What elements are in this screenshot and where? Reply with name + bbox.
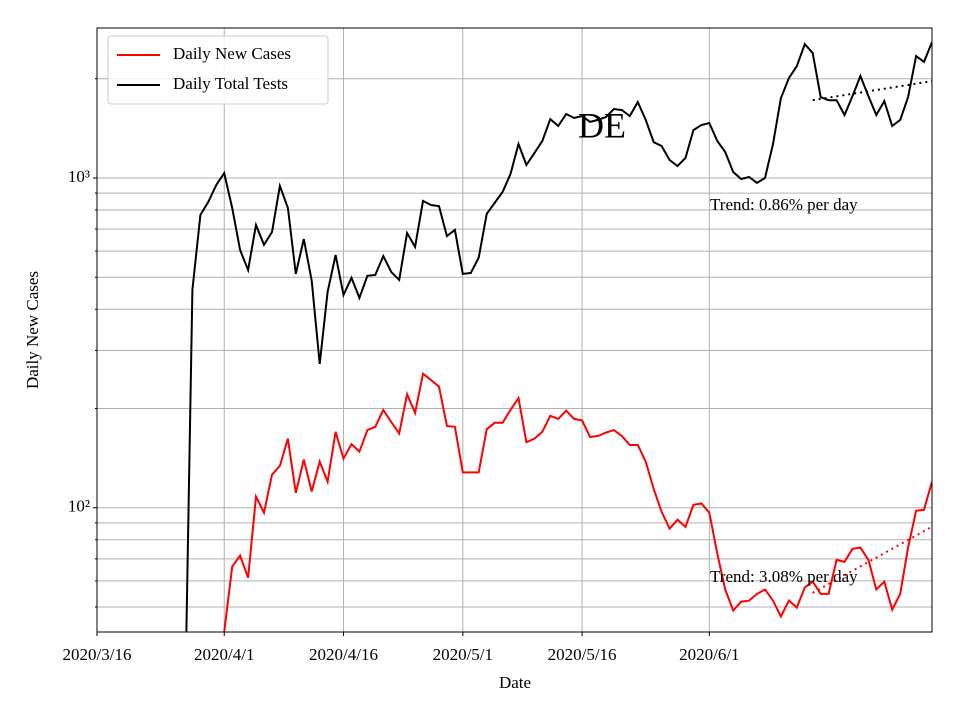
x-tick-label: 2020/3/16 xyxy=(63,645,132,664)
plot-area xyxy=(185,41,932,632)
x-tick-label: 2020/4/1 xyxy=(194,645,254,664)
trend-annotation: Trend: 3.08% per day xyxy=(710,567,858,586)
legend-label: Daily Total Tests xyxy=(173,74,288,93)
y-axis-label: Daily New Cases xyxy=(23,271,42,389)
x-tick-label: 2020/6/1 xyxy=(679,645,739,664)
trend-line xyxy=(812,80,932,102)
plot-frame xyxy=(96,27,933,633)
x-axis-label: Date xyxy=(499,673,531,692)
legend-box xyxy=(107,35,329,105)
y-tick-label: 10³ xyxy=(68,167,90,186)
trend-annotation: Trend: 0.86% per day xyxy=(710,195,858,214)
x-tick-label: 2020/5/16 xyxy=(548,645,617,664)
x-tick-label: 2020/4/16 xyxy=(309,645,378,664)
y-tick-label: 10² xyxy=(68,497,90,516)
chart-title: DE xyxy=(578,105,626,145)
data-line xyxy=(223,371,932,632)
legend-label: Daily New Cases xyxy=(173,44,291,63)
data-line xyxy=(185,41,932,632)
x-tick-label: 2020/5/1 xyxy=(433,645,493,664)
